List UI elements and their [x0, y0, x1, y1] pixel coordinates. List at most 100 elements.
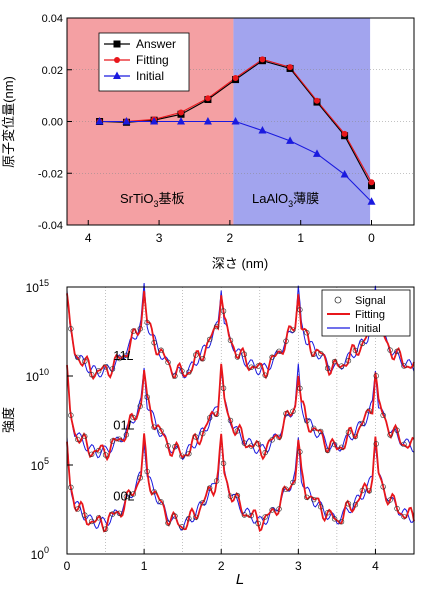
- signal-point: [373, 373, 379, 379]
- signal-point: [234, 492, 241, 499]
- top-x-tick-label: 0: [368, 231, 375, 245]
- rod-label-01L: 01L: [113, 417, 135, 432]
- signal-point: [324, 447, 331, 454]
- initial-point: [122, 117, 131, 125]
- signal-point: [401, 441, 407, 448]
- bottom-x-tick-label: 0: [64, 559, 71, 573]
- signal-point: [220, 385, 227, 391]
- initial-point: [150, 117, 159, 125]
- signal-point: [144, 394, 150, 400]
- signal-point: [311, 496, 317, 503]
- signal-point: [338, 444, 345, 450]
- signal-point: [331, 516, 338, 522]
- signal-point: [297, 385, 303, 392]
- fitting-point: [341, 130, 348, 137]
- signal-point: [82, 512, 88, 518]
- fitting-point: [178, 109, 185, 116]
- signal-point: [345, 358, 352, 364]
- fitting-curve: [66, 363, 415, 462]
- bottom-y-axis-label: 強度: [1, 407, 16, 433]
- bottom-y-tick-label: 1015: [26, 278, 49, 295]
- signal-point: [82, 433, 88, 440]
- signal-point: [158, 499, 164, 505]
- signal-point: [345, 429, 352, 435]
- signal-point: [102, 452, 109, 458]
- signal-point: [359, 420, 366, 427]
- bottom-x-axis-label: L: [236, 571, 244, 588]
- signal-point: [193, 352, 199, 358]
- legend-label-initial: Initial: [136, 69, 164, 83]
- signal-point: [200, 430, 206, 437]
- signal-point: [255, 520, 261, 527]
- top-x-tick-label: 4: [85, 231, 92, 245]
- signal-point: [193, 514, 199, 520]
- initial-point: [312, 149, 321, 157]
- signal-point: [331, 358, 338, 365]
- signal-point: [380, 484, 386, 490]
- signal-point: [366, 408, 372, 414]
- bottom-y-tick-label: 100: [31, 545, 49, 562]
- signal-point: [324, 365, 331, 371]
- initial-point: [177, 117, 186, 125]
- signal-point: [352, 502, 359, 508]
- signal-point: [269, 437, 275, 443]
- top-y-tick-label: -0.04: [38, 220, 63, 232]
- signal-point: [75, 436, 81, 443]
- bottom-y-tick-label: 105: [31, 456, 49, 473]
- signal-point: [123, 493, 130, 500]
- signal-point: [172, 513, 178, 519]
- signal-point: [144, 319, 150, 326]
- signal-point: [186, 515, 192, 522]
- signal-point: [102, 364, 109, 370]
- signal-point: [82, 358, 88, 364]
- bottom-legend: Signal Fitting Initial: [321, 289, 411, 337]
- signal-point: [345, 501, 352, 507]
- signal-point: [68, 326, 74, 332]
- signal-point: [151, 424, 157, 430]
- bottom-x-tick-label: 2: [218, 559, 225, 573]
- fitting-point: [368, 179, 375, 186]
- signal-point: [394, 505, 400, 512]
- signal-point: [151, 489, 157, 495]
- signal-point: [88, 371, 95, 378]
- top-x-tick-label: 3: [156, 231, 163, 245]
- signal-point: [290, 408, 296, 414]
- signal-point: [373, 441, 379, 447]
- signal-point: [317, 428, 324, 435]
- bottom-y-tick-label: 1010: [26, 367, 49, 384]
- rod-label-11L: 11L: [113, 348, 134, 363]
- signal-point: [137, 326, 143, 332]
- fitting-point: [232, 75, 239, 82]
- signal-point: [359, 340, 366, 347]
- rod-intensity-chart: 0 1 2 3 4 100 105 1010 1015 L 強度 11L 01L 00L Sign…: [1, 278, 415, 588]
- signal-point: [290, 479, 296, 486]
- signal-point: [88, 451, 95, 458]
- initial-point: [203, 117, 212, 125]
- initial-point: [367, 197, 376, 205]
- fitting-curve: [66, 433, 415, 533]
- signal-point: [137, 475, 143, 481]
- signal-point: [179, 524, 185, 530]
- signal-point: [283, 338, 289, 344]
- signal-point: [401, 513, 407, 520]
- signal-point: [75, 354, 81, 361]
- signal-point: [352, 433, 359, 440]
- rod-label-00L: 00L: [113, 489, 135, 504]
- signal-point: [255, 363, 261, 369]
- legend-marker-initial: [113, 71, 121, 79]
- legend-marker-answer: [113, 40, 121, 48]
- signal-point: [331, 441, 338, 448]
- signal-point: [95, 447, 102, 454]
- signal-point: [304, 494, 310, 501]
- initial-point: [340, 170, 349, 178]
- top-y-tick-label: 0.00: [42, 117, 63, 129]
- top-x-tick-label: 1: [297, 231, 304, 245]
- signal-point: [297, 449, 303, 455]
- signal-point: [304, 418, 310, 424]
- signal-point: [206, 485, 213, 491]
- fitting-point: [287, 64, 294, 71]
- signal-point: [311, 351, 317, 357]
- signal-point: [290, 327, 296, 333]
- signal-point: [248, 512, 254, 519]
- signal-point: [165, 443, 171, 449]
